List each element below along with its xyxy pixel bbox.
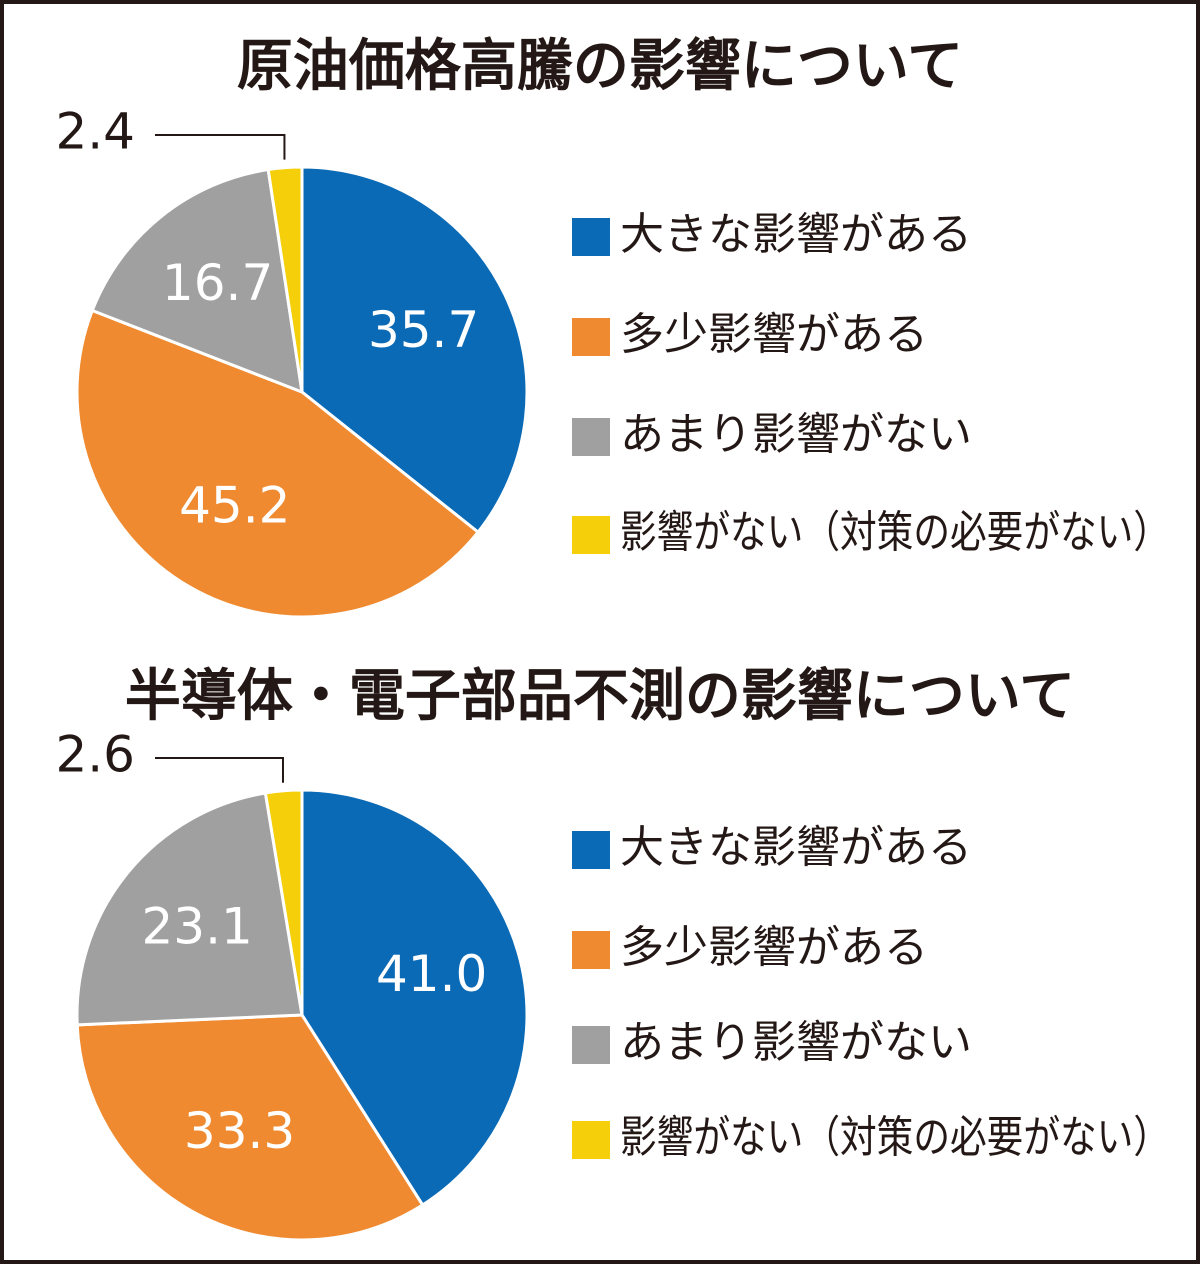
legend-label: 多少影響がある [620,309,928,360]
legend-swatch [572,831,610,869]
legend-label: 影響がない（対策の必要がない） [620,507,1170,558]
legend-label: 影響がない（対策の必要がない） [620,1112,1170,1163]
legend-label: あまり影響がない [620,1017,972,1068]
legend-swatch [572,931,610,969]
legend-label: 大きな影響がある [620,209,972,260]
slice-label: 2.6 [55,726,135,784]
chart-title: 半導体・電子部品不測の影響について [125,664,1075,729]
pie-slice [75,308,481,619]
legend-swatch [572,516,610,554]
pie-slice [75,791,304,1027]
slice-label: 23.1 [142,897,253,955]
legend-swatch [572,418,610,456]
legend-swatch [572,1121,610,1159]
chart-title: 原油価格高騰の影響について [237,34,963,99]
slice-label: 16.7 [162,254,273,312]
pie-slice [75,1013,425,1242]
leader-line [155,757,284,783]
slice-label: 41.0 [376,945,487,1003]
slice-label: 2.4 [55,103,135,161]
slice-label: 35.7 [368,301,479,359]
pie-slice [266,165,304,393]
legend-swatch [572,218,610,256]
slice-label: 45.2 [179,477,290,535]
legend-label: 大きな影響がある [620,822,972,873]
legend-swatch [572,318,610,356]
leader-line [155,134,286,160]
slice-label: 33.3 [184,1102,295,1160]
pie-slice [263,788,304,1016]
pie-slice [300,165,529,535]
legend-label: あまり影響がない [620,409,972,460]
legend-swatch [572,1026,610,1064]
legend-label: 多少影響がある [620,922,928,973]
pie-slice [90,167,304,395]
